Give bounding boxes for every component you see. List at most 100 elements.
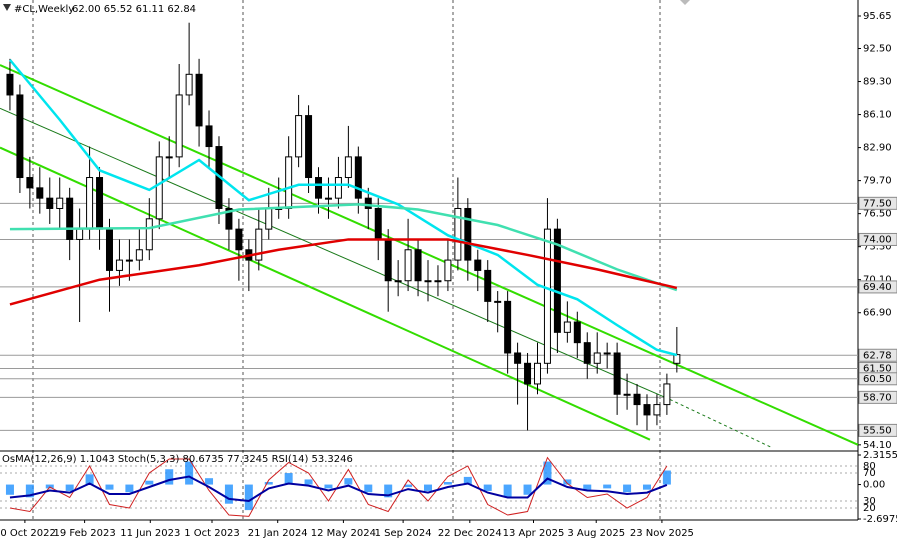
level-label: 60.50 (863, 374, 892, 385)
candle-body (593, 352, 601, 364)
candle-body (285, 156, 293, 209)
candle-body (454, 207, 462, 261)
osma-bar (5, 484, 14, 495)
indicator-label: OsMA(12,26,9) 1.1043 Stoch(5,3,3) 80.673… (2, 454, 353, 465)
moving-average (9, 238, 678, 306)
y-tick-label: 66.90 (863, 308, 892, 319)
candle-body (135, 249, 143, 261)
level-box (858, 232, 897, 246)
stoch-line (9, 456, 668, 517)
osma-bar (503, 484, 512, 498)
candle-body (434, 280, 442, 283)
trendline (0, 107, 671, 400)
x-tick-label: 11 Jun 2023 (120, 528, 180, 539)
candle-body (364, 197, 372, 209)
y-tick-label: 82.90 (863, 143, 892, 154)
candle-body (125, 259, 133, 262)
level-label: 61.50 (863, 363, 892, 374)
x-tick-label: 3 Aug 2025 (567, 528, 625, 539)
candle-body (444, 259, 452, 282)
y2-tick-label: 70 (863, 468, 876, 479)
candle-body (344, 156, 352, 179)
candle-body (394, 280, 402, 283)
y-tick-label: 86.10 (863, 110, 892, 121)
osma-bar (404, 484, 413, 488)
osma-bar (583, 484, 592, 490)
candle-body (514, 352, 522, 364)
candle-body (175, 94, 183, 158)
y-tick-label: -2.6975 (863, 514, 897, 525)
candle-body (374, 207, 382, 240)
candle-body (583, 342, 591, 364)
trendline (0, 64, 859, 446)
candle-body (145, 218, 153, 251)
chart-title: #CL,Weekly (14, 4, 74, 15)
candle-body (643, 404, 651, 416)
candle-body (404, 249, 412, 282)
y-tick-label: 73.30 (863, 242, 892, 253)
candle-body (424, 280, 432, 283)
moving-average (8, 59, 678, 357)
symbol-icon (3, 4, 11, 11)
osma-bar (603, 484, 612, 489)
osma-bar (443, 482, 452, 485)
osma-bar (165, 469, 174, 485)
osma-bar (85, 474, 94, 485)
osma-bar (25, 484, 34, 498)
candle-body (195, 73, 203, 127)
candle-body (225, 207, 233, 230)
osma-bar (264, 482, 273, 485)
x-tick-label: 23 Nov 2025 (630, 528, 694, 539)
level-box (858, 348, 897, 362)
candle-body (553, 228, 561, 333)
candle-body (305, 115, 313, 179)
y-tick-label: 92.50 (863, 44, 892, 55)
y-tick-label: 76.50 (863, 209, 892, 220)
level-box (858, 196, 897, 210)
level-label: 58.70 (863, 392, 892, 403)
candle-body (484, 269, 492, 302)
y2-tick-label: 30 (863, 496, 876, 507)
osma-bar (463, 476, 472, 485)
level-label: 77.50 (863, 198, 892, 209)
candle-body (464, 207, 472, 261)
candle-body (573, 321, 581, 344)
candle-body (414, 249, 422, 282)
candle-body (653, 404, 661, 416)
level-label: 74.00 (863, 234, 892, 245)
candle-body (543, 228, 551, 364)
x-tick-label: 21 Jan 2024 (248, 528, 308, 539)
candle-body (185, 73, 193, 96)
candle-body (603, 352, 611, 355)
osma-bar (483, 484, 492, 491)
candle-body (76, 228, 84, 240)
osma-bar (205, 478, 214, 485)
candle-body (265, 207, 273, 230)
y2-tick-label: 80 (863, 461, 876, 472)
candle-body (533, 362, 541, 385)
candle-body (16, 94, 24, 179)
level-box (858, 372, 897, 386)
x-tick-label: 10 Oct 2022 (0, 528, 56, 539)
candle-body (324, 197, 332, 200)
candle-body (354, 156, 362, 199)
candle-body (36, 187, 44, 199)
x-tick-label: 22 Dec 2024 (438, 528, 502, 539)
candle-body (105, 228, 113, 271)
candle-body (96, 177, 104, 230)
candle-body (384, 238, 392, 282)
osma-bar (384, 484, 393, 498)
osma-bar (185, 461, 194, 485)
osma-bar (145, 480, 154, 485)
candle-body (623, 393, 631, 396)
osma-bar (642, 484, 651, 490)
rsi-line (9, 475, 668, 503)
osma-bar (224, 484, 233, 504)
osma-bar (424, 484, 433, 491)
osma-bar (105, 484, 114, 490)
candle-body (26, 177, 34, 189)
x-tick-label: 1 Sep 2024 (375, 528, 432, 539)
osma-bar (563, 479, 572, 485)
candle-body (255, 228, 263, 261)
candle-body (315, 177, 323, 199)
